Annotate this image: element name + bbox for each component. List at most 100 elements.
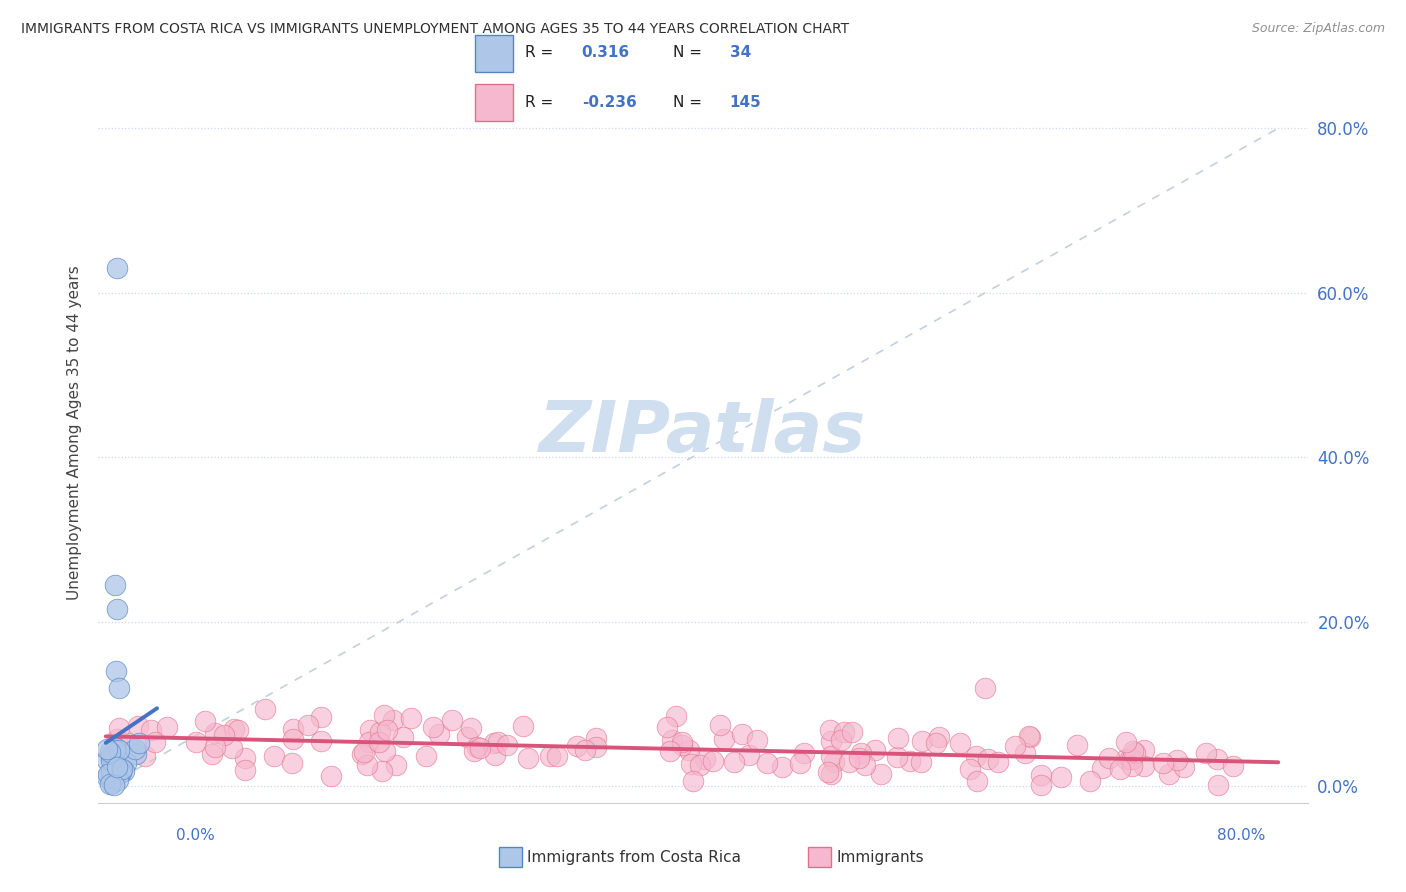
- Point: [496, 738, 519, 752]
- Point: [911, 734, 934, 748]
- Point: [1098, 751, 1121, 765]
- Y-axis label: Unemployment Among Ages 35 to 44 years: Unemployment Among Ages 35 to 44 years: [66, 265, 82, 600]
- Point: [368, 735, 391, 749]
- Point: [112, 764, 135, 778]
- Point: [125, 747, 148, 761]
- Point: [834, 724, 856, 739]
- Point: [374, 744, 396, 758]
- Point: [928, 731, 950, 745]
- Point: [468, 740, 491, 755]
- Text: 0.0%: 0.0%: [176, 828, 215, 843]
- Point: [103, 578, 125, 592]
- Point: [233, 751, 256, 765]
- Point: [368, 725, 391, 739]
- Bar: [475, 35, 513, 72]
- Point: [959, 762, 981, 776]
- Point: [841, 724, 863, 739]
- Point: [101, 771, 124, 785]
- Point: [107, 602, 129, 616]
- Point: [128, 736, 150, 750]
- Point: [391, 730, 413, 744]
- Text: IMMIGRANTS FROM COSTA RICA VS IMMIGRANTS UNEMPLOYMENT AMONG AGES 35 TO 44 YEARS : IMMIGRANTS FROM COSTA RICA VS IMMIGRANTS…: [21, 22, 849, 37]
- Point: [974, 681, 997, 695]
- Point: [104, 743, 127, 757]
- Point: [910, 755, 932, 769]
- Point: [96, 766, 118, 780]
- Point: [1125, 746, 1147, 760]
- Point: [965, 749, 987, 764]
- Point: [201, 747, 224, 761]
- Point: [350, 747, 373, 761]
- Point: [359, 723, 381, 738]
- Point: [254, 702, 277, 716]
- Point: [235, 763, 257, 777]
- Point: [1122, 744, 1144, 758]
- Point: [1205, 752, 1227, 766]
- Text: 80.0%: 80.0%: [1218, 828, 1265, 843]
- Point: [96, 770, 118, 784]
- Point: [565, 739, 588, 753]
- Point: [107, 772, 129, 787]
- Point: [818, 723, 841, 737]
- Point: [465, 739, 488, 754]
- Point: [949, 736, 972, 750]
- Point: [100, 753, 122, 767]
- Point: [1157, 767, 1180, 781]
- Point: [463, 744, 485, 758]
- Point: [1115, 734, 1137, 748]
- Point: [851, 746, 873, 760]
- Point: [731, 726, 754, 740]
- Point: [115, 756, 138, 770]
- Point: [682, 774, 704, 789]
- Point: [373, 707, 395, 722]
- Text: N =: N =: [673, 95, 707, 111]
- Point: [820, 733, 842, 747]
- Point: [105, 731, 128, 746]
- Text: N =: N =: [673, 45, 707, 61]
- Point: [671, 734, 693, 748]
- Point: [297, 718, 319, 732]
- Point: [321, 769, 343, 783]
- Point: [1115, 752, 1137, 766]
- Point: [108, 722, 131, 736]
- Point: [100, 764, 122, 778]
- Point: [124, 741, 146, 756]
- Point: [456, 730, 478, 744]
- Point: [100, 777, 122, 791]
- Text: R =: R =: [524, 95, 558, 111]
- Point: [898, 754, 921, 768]
- Point: [101, 761, 124, 775]
- Text: -0.236: -0.236: [582, 95, 637, 111]
- Point: [870, 767, 893, 781]
- Point: [987, 756, 1010, 770]
- Point: [110, 766, 132, 780]
- Point: [585, 731, 607, 746]
- Point: [226, 723, 249, 737]
- Point: [1029, 778, 1052, 792]
- Point: [886, 750, 908, 764]
- Point: [713, 732, 735, 747]
- Point: [659, 744, 682, 758]
- Point: [681, 757, 703, 772]
- Point: [104, 756, 127, 770]
- Point: [204, 726, 226, 740]
- Point: [103, 753, 125, 767]
- Point: [745, 733, 768, 747]
- Point: [96, 742, 118, 756]
- Point: [224, 722, 246, 736]
- Point: [886, 731, 908, 746]
- Point: [585, 740, 607, 755]
- Point: [415, 749, 437, 764]
- Point: [853, 758, 876, 772]
- Point: [1133, 759, 1156, 773]
- Point: [574, 743, 596, 757]
- Point: [702, 754, 724, 768]
- Point: [512, 718, 534, 732]
- Point: [105, 741, 128, 756]
- Text: 145: 145: [730, 95, 762, 111]
- Text: Immigrants from Costa Rica: Immigrants from Costa Rica: [527, 850, 741, 864]
- Point: [204, 740, 226, 755]
- Point: [665, 709, 688, 723]
- Point: [96, 754, 118, 768]
- Point: [100, 748, 122, 763]
